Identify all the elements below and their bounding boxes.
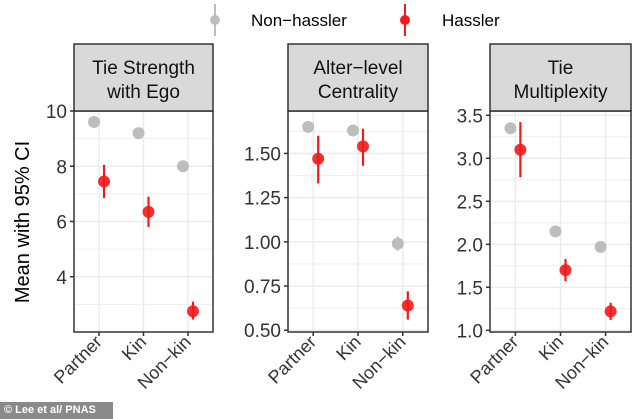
point-nonhassler xyxy=(132,127,145,140)
point-hassler xyxy=(312,152,325,165)
point-hassler xyxy=(357,140,369,153)
point-hassler xyxy=(604,305,617,318)
point-hassler xyxy=(186,305,199,318)
x-tick-label: Kin xyxy=(535,332,568,365)
y-tick-label: 3.0 xyxy=(457,149,483,170)
y-tick-label: 4 xyxy=(56,268,67,289)
point-hassler xyxy=(514,143,527,156)
y-tick-label: 10 xyxy=(46,102,67,123)
y-tick-label: 1.25 xyxy=(244,189,281,210)
facet-title: Centrality xyxy=(318,82,399,103)
y-tick-label: 1.00 xyxy=(244,233,281,254)
point-nonhassler xyxy=(594,240,607,253)
panel-3: TieMultiplexity1.01.52.02.53.03.5Partner… xyxy=(457,43,632,393)
panel-2: Alter−level Centrality 0.50 0.75 1.00 1.25 1.5… xyxy=(244,43,429,393)
point-nonhassler xyxy=(88,116,101,129)
point-nonhassler xyxy=(302,120,315,133)
facet-title: Tie Strength xyxy=(92,58,195,79)
point-hassler xyxy=(142,205,155,218)
point-nonhassler xyxy=(176,160,189,173)
y-axis-label: Mean with 95% CI xyxy=(12,141,34,303)
facet-title: Tie xyxy=(548,58,574,79)
y-tick-label: 0.50 xyxy=(244,321,281,342)
point-nonhassler xyxy=(347,124,359,137)
y-tick-label: 1.0 xyxy=(457,321,483,342)
legend: Non−hassler Hassler xyxy=(210,4,500,36)
point-nonhassler xyxy=(504,122,517,135)
legend-nonhassler-key-point xyxy=(210,15,220,25)
y-tick-label: 6 xyxy=(56,213,67,234)
x-tick-label: Kin xyxy=(332,332,365,365)
point-nonhassler xyxy=(391,237,404,250)
y-tick-label: 0.75 xyxy=(244,277,281,298)
point-hassler xyxy=(401,299,414,312)
y-tick-label: 8 xyxy=(56,157,67,178)
x-tick-label: Partner xyxy=(50,332,106,388)
point-hassler xyxy=(559,264,572,277)
credit-label: © Lee et al/ PNAS xyxy=(0,402,113,419)
legend-hassler-key-point xyxy=(400,15,410,25)
facet-strip xyxy=(73,43,214,112)
y-tick-label: 2.5 xyxy=(457,192,483,213)
x-tick-label: Kin xyxy=(118,332,151,365)
point-nonhassler xyxy=(549,225,562,238)
y-tick-label: 1.5 xyxy=(457,278,483,299)
facet-title: with Ego xyxy=(106,82,180,103)
facet-strip xyxy=(489,43,632,112)
facet-strip xyxy=(287,43,429,112)
y-tick-label: 3.5 xyxy=(457,106,483,127)
legend-nonhassler-label: Non−hassler xyxy=(251,11,347,30)
facet-title: Alter−level xyxy=(313,58,402,79)
y-tick-label: 1.50 xyxy=(244,144,281,165)
legend-hassler-label: Hassler xyxy=(442,11,500,30)
facet-title: Multiplexity xyxy=(514,82,608,103)
y-tick-label: 2.0 xyxy=(457,235,483,256)
point-hassler xyxy=(98,175,111,188)
